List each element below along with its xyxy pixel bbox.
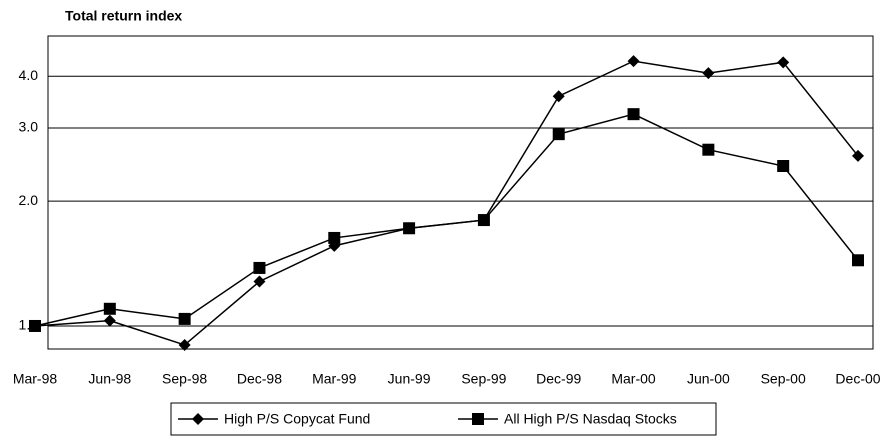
x-tick-label: Mar-00 [611, 371, 656, 387]
x-tick-label: Dec-99 [536, 371, 581, 387]
x-tick-label: Sep-98 [162, 371, 207, 387]
data-point [777, 56, 790, 69]
data-point [253, 261, 266, 274]
data-point [253, 275, 266, 288]
y-tick-label: 3.0 [19, 119, 39, 135]
series-line [34, 113, 859, 327]
data-point [403, 222, 416, 235]
plot-area [47, 35, 874, 350]
x-tick-label: Jun-98 [88, 371, 131, 387]
x-tick-label: Jun-00 [687, 371, 730, 387]
series-line [34, 60, 859, 346]
x-tick-label: Jun-99 [388, 371, 431, 387]
legend-marker [472, 413, 484, 425]
data-point [777, 159, 790, 172]
data-point [627, 55, 640, 68]
x-tick-label: Sep-00 [761, 371, 806, 387]
x-tick-label: Mar-98 [13, 371, 58, 387]
data-point [702, 143, 715, 156]
data-point [552, 128, 565, 141]
data-point [552, 90, 565, 103]
data-point [178, 312, 191, 325]
data-point [29, 319, 41, 332]
legend [170, 402, 717, 436]
data-point [852, 149, 864, 162]
data-point [702, 67, 715, 80]
legend-label: All High P/S Nasdaq Stocks [504, 411, 677, 427]
data-point [477, 214, 490, 227]
data-point [627, 108, 640, 121]
data-point [103, 314, 116, 327]
x-tick-label: Mar-99 [312, 371, 357, 387]
y-tick-label: 4.0 [19, 67, 39, 83]
y-tick-label: 2.0 [19, 192, 39, 208]
data-point [852, 254, 864, 267]
data-point [328, 231, 341, 244]
x-tick-label: Sep-99 [461, 371, 506, 387]
chart-title: Total return index [65, 8, 182, 24]
legend-marker [192, 413, 204, 425]
legend-label: High P/S Copycat Fund [224, 411, 370, 427]
x-tick-label: Dec-00 [835, 371, 880, 387]
data-point [178, 338, 191, 351]
x-tick-label: Dec-98 [237, 371, 282, 387]
data-point [103, 302, 116, 315]
